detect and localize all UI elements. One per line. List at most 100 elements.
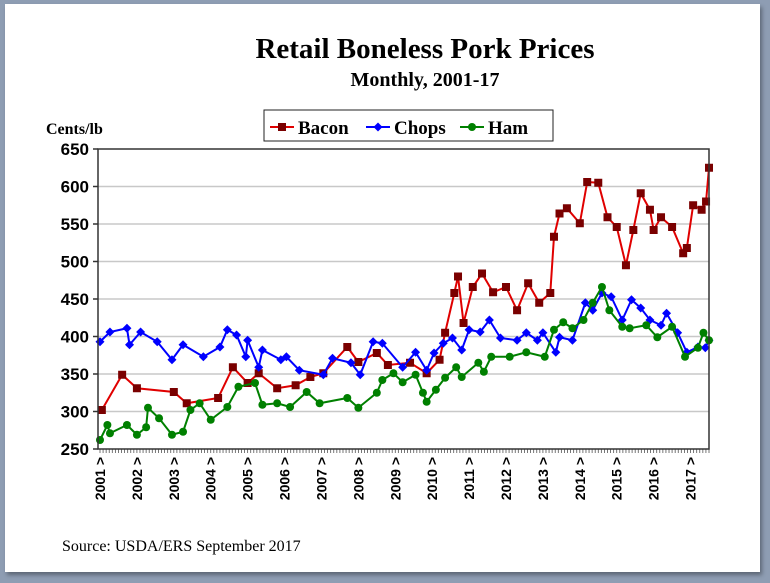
bacon-point bbox=[513, 306, 522, 315]
x-tick-label: 2001 > bbox=[92, 457, 108, 500]
chops-point bbox=[567, 335, 577, 345]
ham-point bbox=[668, 322, 677, 331]
bacon-point bbox=[354, 358, 363, 366]
bacon-point bbox=[502, 283, 510, 291]
ham-point bbox=[302, 388, 311, 396]
x-tick-label: 2012 > bbox=[498, 457, 514, 500]
bacon-point bbox=[169, 388, 178, 396]
chops-point bbox=[346, 358, 356, 368]
ham-point bbox=[143, 403, 152, 412]
ham-point bbox=[418, 388, 427, 397]
chops-point bbox=[617, 315, 627, 325]
y-axis-label: Cents/lb bbox=[46, 121, 103, 138]
bacon-point bbox=[555, 209, 564, 218]
x-tick-label: 2014 > bbox=[572, 457, 588, 500]
ham-point bbox=[487, 352, 496, 361]
legend-marker-bacon bbox=[278, 123, 286, 131]
source-note: Source: USDA/ERS September 2017 bbox=[62, 538, 301, 555]
chops-point bbox=[662, 308, 672, 318]
bacon-point bbox=[562, 204, 571, 213]
ham-point bbox=[186, 406, 195, 414]
bacon-point bbox=[649, 226, 658, 234]
legend: Bacon Chops Ham bbox=[263, 109, 554, 142]
ham-point bbox=[479, 367, 488, 376]
ham-point bbox=[234, 382, 243, 391]
legend-marker-ham bbox=[468, 123, 476, 131]
chops-point bbox=[626, 295, 636, 305]
ham-point bbox=[579, 316, 588, 324]
bacon-point bbox=[682, 244, 691, 252]
chops-point bbox=[215, 342, 225, 352]
chops-point bbox=[241, 352, 251, 362]
chops-point bbox=[532, 335, 542, 345]
chops-point bbox=[580, 298, 590, 308]
legend-box bbox=[263, 109, 554, 142]
chops-point bbox=[484, 315, 494, 325]
x-tick-label: 2006 > bbox=[277, 457, 293, 500]
ham-point bbox=[605, 306, 614, 315]
ham-point bbox=[693, 343, 702, 352]
ham-point bbox=[474, 358, 483, 367]
y-tick-label: 450 bbox=[61, 290, 89, 309]
chops-point bbox=[377, 338, 387, 348]
y-axis-ticks: 250 300 350 400 450 500 550 600 650 bbox=[61, 140, 98, 459]
ham-point bbox=[625, 324, 634, 333]
chops-point bbox=[411, 347, 421, 357]
x-tick-label: 2015 > bbox=[609, 457, 625, 500]
ham-point bbox=[96, 436, 104, 444]
ham-point bbox=[681, 352, 690, 361]
x-tick-label: 2011 > bbox=[461, 457, 477, 499]
ham-point bbox=[642, 321, 651, 330]
bacon-point bbox=[435, 355, 444, 364]
x-tick-label: 2008 > bbox=[350, 457, 366, 500]
chops-point bbox=[538, 328, 548, 338]
bacon-point bbox=[243, 379, 252, 387]
chops-point bbox=[232, 330, 242, 340]
chops-point bbox=[700, 343, 710, 353]
ham-point bbox=[195, 399, 204, 408]
bacon-point bbox=[97, 406, 106, 414]
y-tick-label: 500 bbox=[61, 253, 89, 272]
ham-point bbox=[699, 328, 708, 337]
bacon-point bbox=[383, 361, 392, 369]
ham-point bbox=[653, 333, 662, 342]
bacon-point bbox=[468, 283, 477, 291]
bacon-point bbox=[214, 394, 223, 402]
ham-point bbox=[457, 373, 466, 381]
bacon-point bbox=[535, 298, 544, 307]
bacon-point bbox=[702, 197, 711, 206]
bacon-point bbox=[668, 223, 677, 231]
ham-point bbox=[618, 322, 627, 331]
chops-point bbox=[198, 352, 208, 362]
bacon-point bbox=[343, 343, 352, 351]
bacon-point bbox=[132, 384, 141, 393]
ham-point bbox=[103, 421, 112, 429]
ham-point bbox=[540, 352, 549, 361]
y-tick-label: 300 bbox=[61, 403, 89, 422]
bacon-point bbox=[182, 399, 191, 408]
bacon-point bbox=[306, 373, 315, 381]
ham-point bbox=[142, 423, 151, 432]
bacon-point bbox=[612, 223, 621, 231]
chops-point bbox=[422, 365, 432, 375]
ham-point bbox=[223, 403, 232, 411]
ham-point bbox=[372, 388, 381, 397]
y-tick-label: 250 bbox=[61, 440, 89, 459]
bacon-point bbox=[291, 381, 300, 390]
chops-point bbox=[243, 335, 253, 345]
ham-point bbox=[378, 376, 387, 384]
ham-point bbox=[422, 397, 431, 406]
bacon-point bbox=[689, 201, 698, 210]
chops-point bbox=[136, 327, 146, 337]
x-tick-label: 2007 > bbox=[313, 457, 329, 500]
bacon-point bbox=[603, 213, 612, 222]
bacon-point bbox=[254, 369, 263, 378]
chops-point bbox=[495, 333, 505, 343]
ham-point bbox=[258, 400, 267, 409]
ham-point bbox=[286, 403, 295, 411]
series-ham bbox=[96, 283, 713, 444]
bacon-point bbox=[594, 178, 603, 187]
ham-point bbox=[132, 430, 141, 439]
chops-point bbox=[105, 327, 115, 337]
